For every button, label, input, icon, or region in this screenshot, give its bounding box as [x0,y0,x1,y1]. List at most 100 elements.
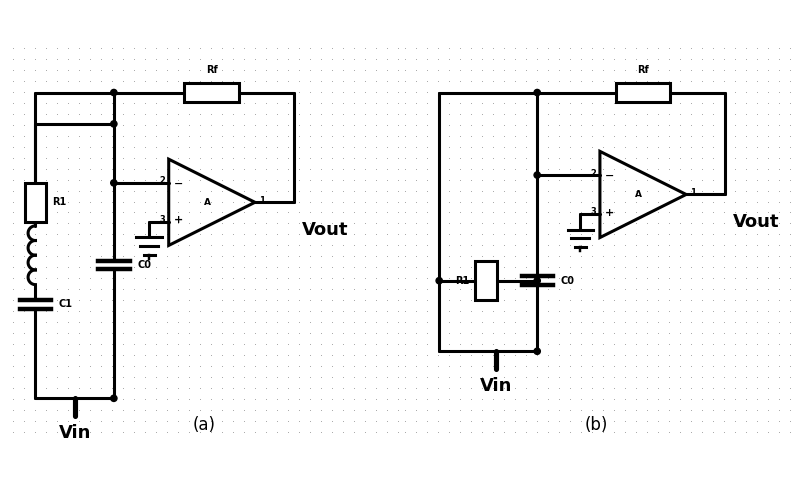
Point [651,209,664,216]
Point [706,121,719,128]
Point [51,154,64,161]
Point [564,384,577,392]
Point [216,209,229,216]
Point [630,373,642,381]
Point [73,384,86,392]
Point [106,220,118,227]
Point [553,230,566,238]
Point [718,55,730,63]
Point [326,253,338,260]
Point [216,220,229,227]
Point [421,264,434,271]
Point [314,209,327,216]
Point [205,351,218,359]
Point [18,44,31,52]
Point [574,186,587,194]
Point [370,428,382,436]
Point [314,318,327,326]
Point [465,55,478,63]
Point [399,165,412,172]
Point [226,307,239,315]
Point [706,110,719,117]
Point [498,428,510,436]
Point [161,384,174,392]
Point [553,66,566,74]
Point [62,253,74,260]
Point [509,143,522,151]
Point [106,274,118,282]
Point [161,362,174,370]
Point [772,176,785,184]
Point [674,66,686,74]
Point [270,253,283,260]
Point [216,132,229,140]
Point [194,417,206,425]
Point [326,209,338,216]
Point [259,285,272,293]
Point [574,176,587,184]
Point [783,395,796,403]
Point [7,209,20,216]
Point [662,88,675,96]
Point [509,220,522,227]
Point [454,66,466,74]
Point [608,329,621,337]
Point [762,55,774,63]
Point [597,285,610,293]
Point [443,154,456,161]
Point [106,406,118,414]
Point [553,154,566,161]
Point [40,318,53,326]
Point [326,373,338,381]
Point [380,132,393,140]
Point [18,88,31,96]
Point [62,77,74,85]
Point [370,242,382,249]
Point [421,198,434,205]
Point [651,274,664,282]
Point [476,121,489,128]
Point [259,373,272,381]
Point [410,110,423,117]
Point [564,220,577,227]
Point [542,209,554,216]
Point [739,154,752,161]
Point [391,253,404,260]
Point [29,55,42,63]
Point [117,110,130,117]
Point [347,132,360,140]
Point [772,44,785,52]
Point [326,351,338,359]
Point [597,242,610,249]
Point [641,77,654,85]
Point [380,307,393,315]
Point [358,99,371,107]
Point [7,242,20,249]
Point [51,242,64,249]
Point [410,384,423,392]
Point [608,88,621,96]
Point [674,417,686,425]
Point [630,176,642,184]
Point [391,165,404,172]
Point [399,121,412,128]
Point [336,99,349,107]
Point [106,209,118,216]
Point [7,395,20,403]
Point [303,253,316,260]
Point [226,165,239,172]
Point [618,121,631,128]
Point [476,307,489,315]
Point [465,230,478,238]
Point [487,66,500,74]
Point [531,121,544,128]
Point [750,384,763,392]
Point [139,384,152,392]
Point [226,318,239,326]
Point [465,88,478,96]
Point [249,132,262,140]
Point [51,165,64,172]
Point [150,220,162,227]
Point [651,362,664,370]
Point [762,88,774,96]
